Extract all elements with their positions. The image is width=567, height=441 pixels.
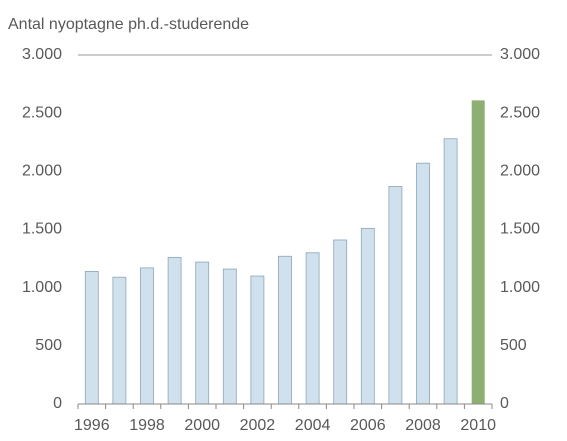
y2-tick-label: 500 <box>500 337 527 354</box>
y-tick-label: 2.000 <box>22 163 62 180</box>
bar <box>388 186 403 405</box>
bar <box>443 138 458 405</box>
bar <box>167 257 182 405</box>
bar <box>84 270 99 405</box>
x-tick-label: 2004 <box>295 417 331 434</box>
y-tick-label: 500 <box>35 337 62 354</box>
x-tick-label: 2006 <box>350 417 386 434</box>
y-tick-label: 1.500 <box>22 221 62 238</box>
bar <box>140 267 154 405</box>
x-tick-label: 1996 <box>74 417 110 434</box>
bar <box>278 255 292 405</box>
bar <box>360 227 375 405</box>
bar <box>305 252 320 405</box>
y2-tick-label: 1.500 <box>500 221 540 238</box>
x-tick-label: 2000 <box>184 417 220 434</box>
bar <box>222 268 237 405</box>
chart-title: Antal nyoptagne ph.d.-studerende <box>8 16 249 33</box>
y2-tick-label: 3.000 <box>500 46 540 63</box>
bar <box>195 261 210 405</box>
y-tick-label: 3.000 <box>22 46 62 63</box>
y2-tick-label: 1.000 <box>500 279 540 296</box>
y2-tick-label: 2.000 <box>500 163 540 180</box>
bar <box>471 100 485 405</box>
x-tick-label: 2010 <box>460 417 496 434</box>
bar <box>416 162 430 405</box>
y2-tick-label: 0 <box>500 395 509 412</box>
y-tick-label: 2.500 <box>22 104 62 121</box>
x-tick-label: 2008 <box>405 417 441 434</box>
x-tick-label: 1998 <box>129 417 165 434</box>
y2-tick-label: 2.500 <box>500 104 540 121</box>
bar <box>333 239 348 405</box>
bar <box>112 276 127 405</box>
y-tick-label: 0 <box>53 395 62 412</box>
y-tick-label: 1.000 <box>22 279 62 296</box>
x-tick-label: 2002 <box>240 417 276 434</box>
bar <box>250 275 265 405</box>
